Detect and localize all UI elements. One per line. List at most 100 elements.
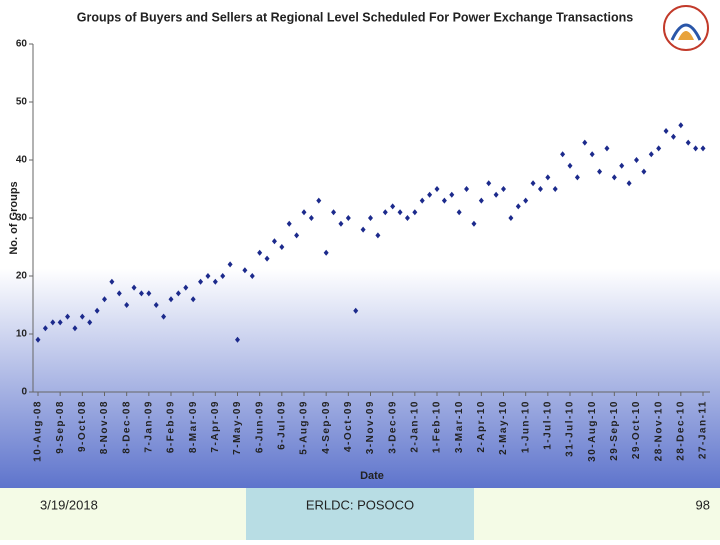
point	[678, 122, 684, 129]
point	[641, 168, 647, 175]
point	[57, 319, 63, 326]
point	[412, 209, 418, 216]
point	[190, 296, 196, 303]
point	[382, 209, 388, 216]
x-tick-label: 6-Feb-09	[166, 400, 177, 453]
x-tick-label: 8-Nov-08	[99, 400, 110, 454]
x-tick-label: 10-Aug-08	[33, 400, 44, 462]
x-tick-label: 9-Oct-08	[77, 400, 88, 452]
y-axis-label: No. of Groups	[8, 181, 20, 254]
x-tick-label: 31-Jul-10	[565, 400, 576, 457]
point	[360, 226, 366, 233]
x-tick-label: 1-Feb-10	[432, 400, 443, 453]
point	[626, 180, 632, 187]
x-tick-label: 30-Aug-10	[587, 400, 598, 462]
point	[153, 302, 159, 308]
x-axis-label: Date	[360, 470, 384, 482]
x-tick-label: 3-Dec-09	[387, 400, 398, 454]
chart-title: Groups of Buyers and Sellers at Regional…	[77, 10, 633, 24]
point	[65, 313, 71, 320]
logo	[663, 5, 709, 51]
point	[523, 197, 529, 204]
point	[72, 325, 78, 332]
point	[589, 151, 595, 158]
point	[183, 284, 189, 291]
point	[368, 215, 373, 221]
point	[353, 307, 359, 314]
point	[493, 191, 499, 198]
point	[271, 238, 277, 245]
y-tick-label: 40	[16, 155, 28, 166]
x-tick-label: 29-Sep-10	[609, 400, 620, 461]
point	[198, 278, 204, 285]
point	[530, 180, 536, 187]
point	[249, 273, 255, 279]
point	[419, 197, 425, 204]
x-tick-label: 28-Nov-10	[653, 400, 664, 461]
point	[323, 249, 329, 256]
point	[648, 151, 654, 158]
footer-right	[474, 488, 720, 540]
point	[168, 296, 174, 303]
point	[331, 209, 337, 216]
x-tick-label: 7-Jan-09	[143, 400, 154, 453]
point	[597, 168, 603, 175]
point	[508, 215, 514, 221]
point	[619, 162, 625, 169]
point	[582, 139, 588, 146]
point	[138, 290, 144, 297]
point	[693, 145, 699, 152]
x-tick-label: 1-Jun-10	[520, 400, 531, 453]
point	[161, 313, 167, 320]
x-tick-label: 27-Jan-11	[698, 400, 709, 459]
point	[501, 186, 506, 192]
point	[471, 220, 477, 227]
footer-left	[0, 488, 246, 540]
y-tick-label: 30	[16, 213, 28, 224]
point	[146, 290, 152, 297]
x-tick-label: 3-Nov-09	[365, 400, 376, 454]
x-tick-label: 7-May-09	[232, 400, 243, 455]
point	[124, 302, 130, 308]
point	[205, 273, 211, 279]
x-tick-label: 9-Sep-08	[55, 400, 66, 454]
point	[338, 220, 344, 227]
point	[390, 203, 396, 210]
point	[257, 249, 263, 256]
point	[94, 307, 100, 314]
point	[545, 174, 551, 181]
footer-org: ERLDC: POSOCO	[306, 497, 414, 512]
x-tick-label: 6-Jun-09	[254, 400, 265, 453]
point	[35, 336, 41, 343]
point	[50, 319, 56, 326]
point	[604, 145, 610, 152]
point	[685, 139, 691, 146]
point	[700, 145, 706, 152]
point	[560, 151, 566, 158]
x-tick-label: 8-Dec-08	[121, 400, 132, 454]
point	[611, 174, 617, 181]
x-tick-label: 2-Apr-10	[476, 400, 487, 453]
point	[294, 232, 300, 239]
point	[345, 215, 351, 221]
footer-page: 98	[696, 497, 710, 512]
y-tick-label: 10	[16, 329, 28, 340]
point	[42, 325, 48, 332]
point	[279, 244, 285, 250]
x-tick-label: 29-Oct-10	[631, 400, 642, 459]
point	[109, 278, 115, 285]
point	[375, 232, 381, 239]
x-tick-label: 6-Jul-09	[276, 400, 287, 450]
point	[515, 203, 521, 210]
point	[478, 197, 484, 204]
x-tick-label: 2-Jan-10	[409, 400, 420, 453]
point	[656, 145, 662, 152]
x-tick-label: 4-Sep-09	[321, 400, 332, 454]
point	[227, 261, 233, 268]
point	[116, 290, 122, 297]
x-tick-label: 5-Aug-09	[299, 400, 310, 455]
x-tick-label: 8-Mar-09	[188, 400, 199, 453]
point	[316, 197, 322, 204]
